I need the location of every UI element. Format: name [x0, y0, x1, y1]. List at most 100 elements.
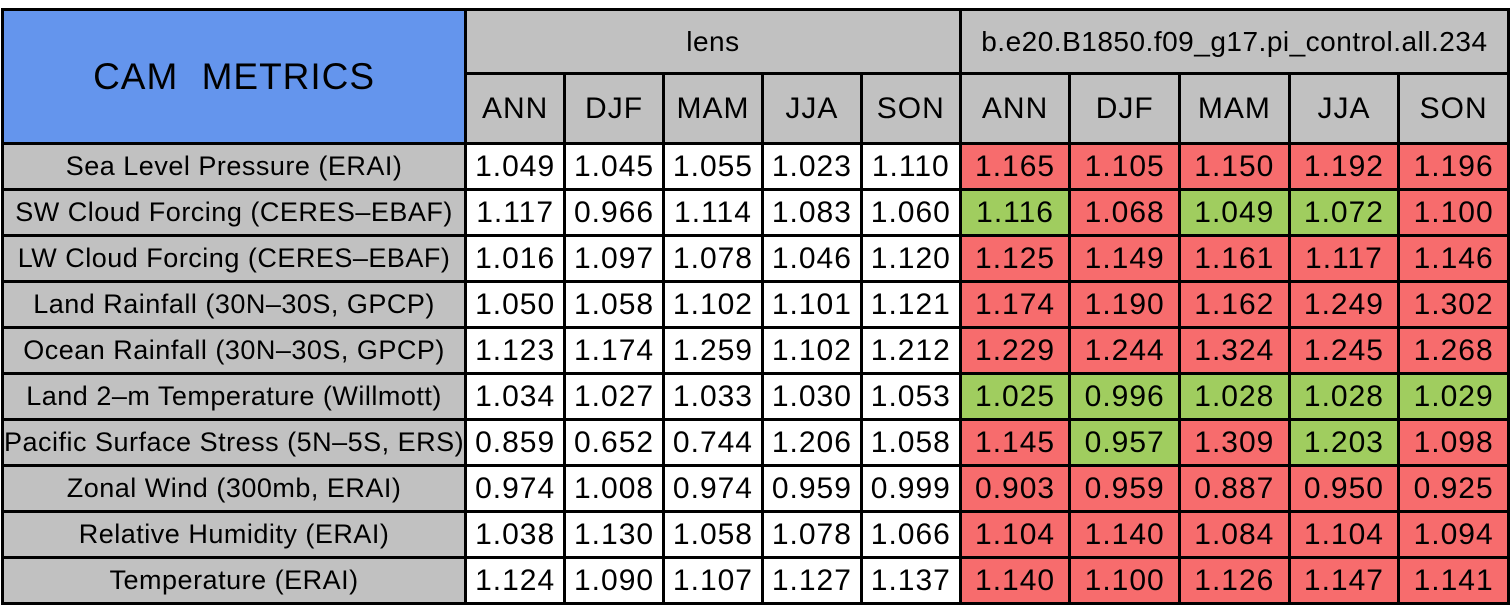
value-text: 1.123 [475, 333, 556, 367]
lens-value-cell: 1.102 [760, 326, 863, 375]
value-text: 1.050 [475, 287, 556, 321]
lens-value-cell: 1.050 [464, 280, 567, 329]
value-text: 0.999 [870, 471, 951, 505]
table-row: Relative Humidity (ERAI) 1.038 1.130 1.058 1… [0, 510, 1510, 559]
row-label: Land Rainfall (30N–30S, GPCP) [0, 280, 468, 329]
control-value-cell: 1.229 [958, 326, 1072, 375]
value-text: 1.125 [975, 241, 1056, 275]
value-text: 1.174 [574, 333, 655, 367]
value-text: 0.744 [672, 425, 753, 459]
value-text: 1.060 [870, 195, 951, 229]
value-text: 1.058 [870, 425, 951, 459]
season-label: DJF [1095, 91, 1154, 125]
value-text: 1.049 [475, 149, 556, 183]
row-label-text: Sea Level Pressure (ERAI) [65, 151, 403, 181]
value-text: 1.124 [475, 563, 556, 597]
value-text: 0.974 [475, 471, 556, 505]
row-label-text: Pacific Surface Stress (5N–5S, ERS) [4, 427, 465, 457]
control-value-cell: 1.084 [1178, 510, 1291, 559]
lens-value-cell: 1.058 [859, 418, 962, 467]
value-text: 1.090 [574, 563, 655, 597]
value-text: 0.966 [574, 195, 655, 229]
row-label-text: Land 2–m Temperature (Willmott) [26, 381, 442, 411]
value-text: 0.950 [1303, 471, 1384, 505]
value-text: 0.959 [771, 471, 852, 505]
value-text: 1.046 [771, 241, 852, 275]
lens-value-cell: 1.117 [464, 188, 567, 237]
control-value-cell: 1.244 [1068, 326, 1182, 375]
value-text: 0.959 [1084, 471, 1165, 505]
lens-value-cell: 1.046 [760, 234, 863, 283]
lens-value-cell: 0.859 [464, 418, 567, 467]
control-value-cell: 1.104 [1287, 510, 1401, 559]
value-text: 1.078 [771, 517, 852, 551]
value-text: 1.049 [1194, 195, 1275, 229]
lens-value-cell: 1.107 [662, 556, 764, 605]
value-text: 1.104 [975, 517, 1056, 551]
season-column-header: SON [1397, 72, 1510, 145]
value-text: 1.203 [1303, 425, 1384, 459]
value-text: 1.116 [976, 195, 1054, 229]
value-text: 1.190 [1084, 287, 1165, 321]
control-value-cell: 1.100 [1397, 188, 1510, 237]
value-text: 0.925 [1413, 471, 1494, 505]
lens-value-cell: 1.101 [760, 280, 863, 329]
table-row: LW Cloud Forcing (CERES–EBAF) 1.016 1.097 1… [0, 234, 1510, 283]
control-value-cell: 1.141 [1397, 556, 1510, 605]
value-text: 1.141 [1413, 563, 1494, 597]
value-text: 1.028 [1194, 379, 1275, 413]
lens-value-cell: 1.174 [563, 326, 665, 375]
lens-value-cell: 1.110 [859, 142, 962, 191]
value-text: 1.030 [771, 379, 852, 413]
value-text: 1.120 [870, 241, 951, 275]
lens-value-cell: 1.097 [563, 234, 665, 283]
value-text: 1.137 [870, 563, 951, 597]
value-text: 1.023 [771, 149, 852, 183]
table-row: Temperature (ERAI) 1.124 1.090 1.107 1.127 1.… [0, 556, 1510, 605]
value-text: 1.302 [1413, 287, 1494, 321]
row-label-text: SW Cloud Forcing (CERES–EBAF) [15, 197, 453, 227]
value-text: 1.249 [1303, 287, 1384, 321]
season-label: DJF [585, 91, 644, 125]
control-value-cell: 1.309 [1178, 418, 1291, 467]
value-text: 1.268 [1413, 333, 1494, 367]
control-value-cell: 1.146 [1397, 234, 1510, 283]
table-row: Land Rainfall (30N–30S, GPCP) 1.050 1.058 1… [0, 280, 1510, 329]
lens-value-cell: 1.023 [760, 142, 863, 191]
control-value-cell: 1.190 [1068, 280, 1182, 329]
lens-value-cell: 1.130 [563, 510, 665, 559]
table-row: Zonal Wind (300mb, ERAI) 0.974 1.008 0.974 0… [0, 464, 1510, 513]
lens-value-cell: 0.999 [859, 464, 962, 513]
season-label: SON [1419, 91, 1488, 125]
lens-value-cell: 1.137 [859, 556, 962, 605]
lens-value-cell: 1.008 [563, 464, 665, 513]
value-text: 1.259 [672, 333, 753, 367]
control-value-cell: 1.104 [958, 510, 1072, 559]
value-text: 1.066 [870, 517, 951, 551]
season-label: JJA [785, 91, 839, 125]
row-label-text: LW Cloud Forcing (CERES–EBAF) [17, 243, 451, 273]
row-label: Sea Level Pressure (ERAI) [0, 142, 468, 191]
lens-value-cell: 1.033 [662, 372, 764, 421]
lens-value-cell: 1.045 [563, 142, 665, 191]
table-row: Land 2–m Temperature (Willmott) 1.034 1.02… [0, 372, 1510, 421]
value-text: 1.097 [574, 241, 655, 275]
value-text: 1.146 [1413, 241, 1494, 275]
control-value-cell: 1.192 [1287, 142, 1401, 191]
value-text: 1.105 [1084, 149, 1165, 183]
control-value-cell: 1.116 [958, 188, 1072, 237]
value-text: 0.996 [1084, 379, 1165, 413]
value-text: 0.903 [975, 471, 1056, 505]
lens-value-cell: 1.212 [859, 326, 962, 375]
lens-value-cell: 1.259 [662, 326, 764, 375]
control-value-cell: 1.029 [1397, 372, 1510, 421]
row-label-text: Relative Humidity (ERAI) [78, 519, 390, 549]
control-value-cell: 1.161 [1178, 234, 1291, 283]
value-text: 1.147 [1303, 563, 1384, 597]
value-text: 1.107 [672, 563, 753, 597]
value-text: 1.027 [574, 379, 655, 413]
season-label: MAM [676, 91, 750, 125]
season-header-row: ANN DJF MAM JJA SON ANN DJF MAM JJA SON [3, 72, 1510, 145]
control-value-cell: 1.203 [1287, 418, 1401, 467]
